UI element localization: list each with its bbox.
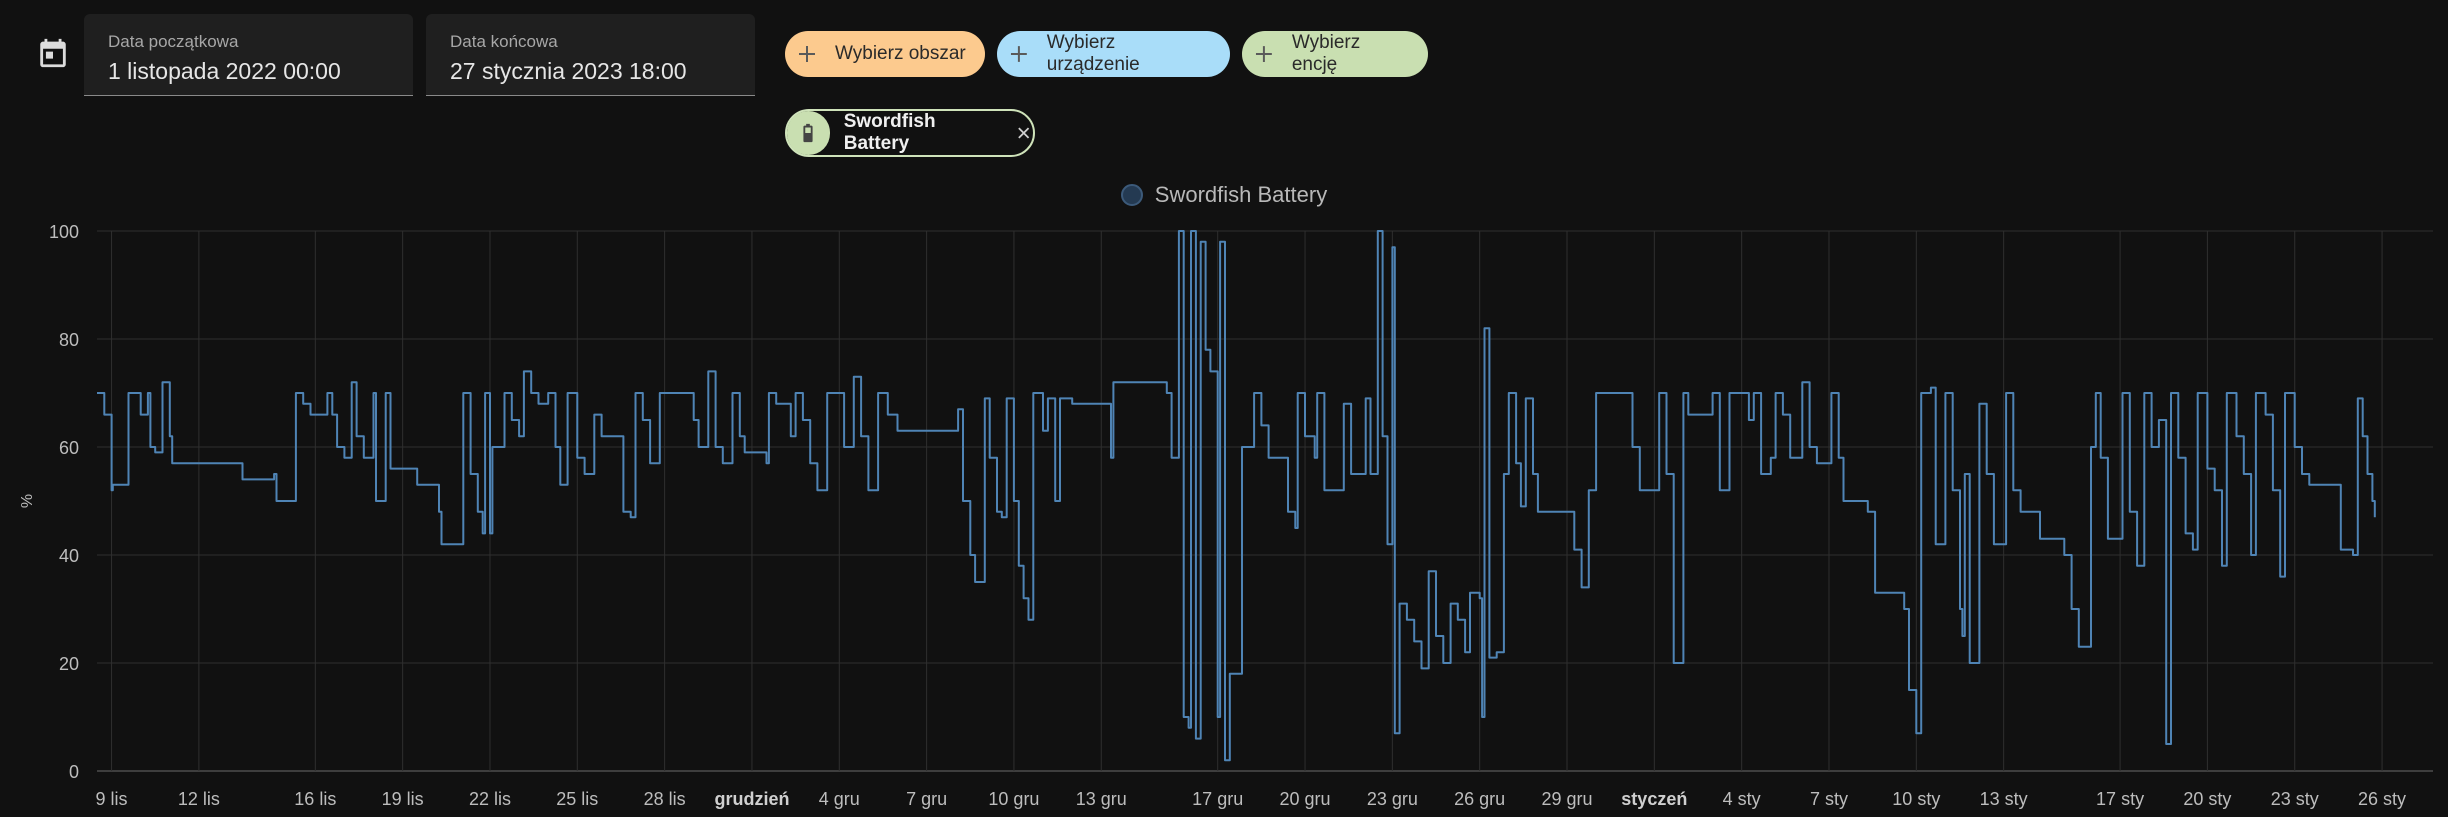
series-line (97, 230, 2376, 762)
x-tick-label: styczeń (1621, 789, 1687, 809)
choose-entity-label: Wybierz encję (1291, 32, 1361, 75)
choose-area-button[interactable]: Wybierz obszar (785, 31, 985, 77)
x-tick-label: 26 gru (1454, 789, 1505, 809)
legend-label: Swordfish Battery (1154, 182, 1328, 207)
y-tick-label: 60 (59, 438, 79, 458)
y-axis-label: % (19, 494, 36, 508)
x-tick-label: 10 gru (988, 789, 1039, 809)
x-tick-label: 25 lis (556, 789, 598, 809)
x-tick-label: 4 gru (819, 789, 860, 809)
chart-legend[interactable]: Swordfish Battery (0, 182, 2448, 208)
plus-icon (1255, 46, 1272, 62)
x-tick-label: 23 gru (1367, 789, 1418, 809)
battery-icon (787, 111, 830, 155)
x-tick-label: 28 lis (644, 789, 686, 809)
x-tick-label: 9 lis (96, 789, 128, 809)
choose-device-button[interactable]: Wybierz urządzenie (997, 31, 1230, 77)
y-tick-label: 80 (59, 330, 79, 350)
x-tick-label: 13 sty (1980, 789, 2028, 809)
x-tick-label: 20 sty (2183, 789, 2231, 809)
start-date-field[interactable]: Data początkowa 1 listopada 2022 00:00 (84, 14, 413, 96)
end-date-value: 27 stycznia 2023 18:00 (450, 58, 687, 84)
plus-icon (799, 46, 815, 62)
y-tick-label: 100 (49, 222, 79, 242)
x-tick-label: 12 lis (178, 789, 220, 809)
end-date-field[interactable]: Data końcowa 27 stycznia 2023 18:00 (426, 14, 755, 96)
x-tick-label: 16 lis (294, 789, 336, 809)
selected-entity-chip[interactable]: Swordfish Battery (785, 109, 1035, 157)
y-tick-label: 40 (59, 546, 79, 566)
choose-area-label: Wybierz obszar (835, 43, 966, 64)
end-date-label: Data końcowa (450, 32, 558, 51)
x-tick-label: 23 sty (2271, 789, 2319, 809)
x-tick-label: 7 sty (1810, 789, 1848, 809)
close-icon[interactable] (1014, 123, 1033, 143)
y-tick-label: 0 (69, 762, 79, 782)
x-tick-label: 13 gru (1076, 789, 1127, 809)
x-tick-label: 29 gru (1541, 789, 1592, 809)
x-tick-label: 19 lis (382, 789, 424, 809)
x-tick-label: 7 gru (906, 789, 947, 809)
selected-entity-name: Swordfish Battery (843, 111, 936, 154)
legend-swatch (1120, 184, 1143, 206)
x-tick-label: 4 sty (1723, 789, 1761, 809)
choose-entity-button[interactable]: Wybierz encję (1242, 31, 1428, 77)
x-tick-label: 20 gru (1280, 789, 1331, 809)
x-tick-label: 10 sty (1892, 789, 1940, 809)
x-tick-label: grudzień (714, 789, 789, 809)
x-tick-label: 17 gru (1192, 789, 1243, 809)
plus-icon (1010, 46, 1027, 62)
x-tick-label: 17 sty (2096, 789, 2144, 809)
x-tick-label: 26 sty (2358, 789, 2406, 809)
calendar-icon[interactable] (36, 36, 70, 70)
choose-device-label: Wybierz urządzenie (1046, 32, 1140, 75)
y-tick-label: 20 (59, 654, 79, 674)
start-date-label: Data początkowa (108, 32, 239, 51)
x-tick-label: 22 lis (469, 789, 511, 809)
start-date-value: 1 listopada 2022 00:00 (108, 58, 341, 84)
